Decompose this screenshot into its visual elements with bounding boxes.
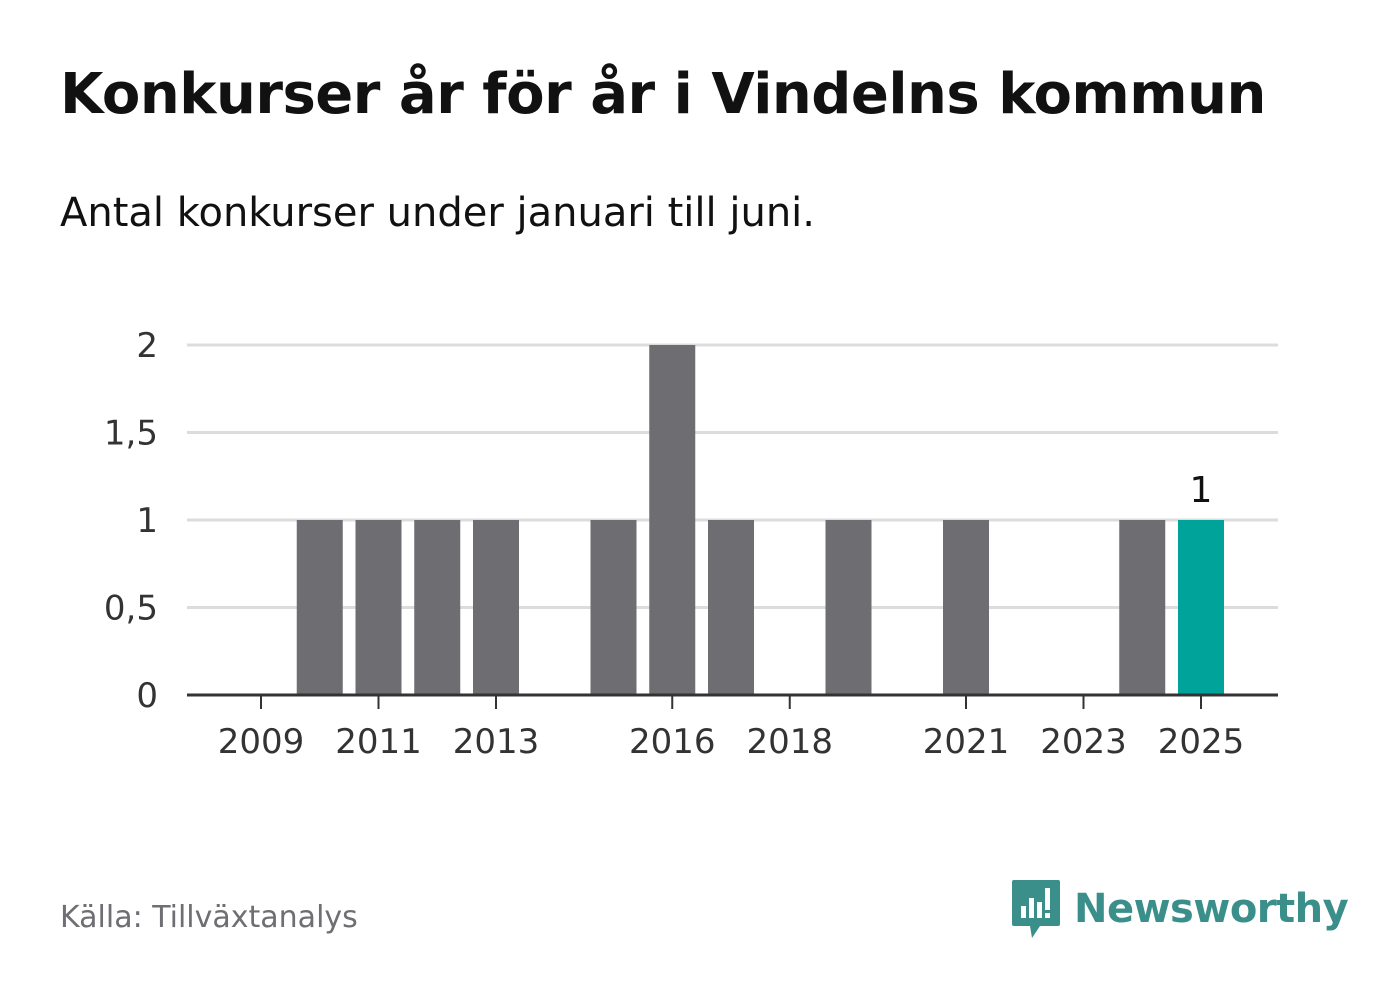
- x-tick-label: 2013: [453, 722, 540, 762]
- source-note: Källa: Tillväxtanalys: [60, 900, 358, 935]
- bar-2025: [1178, 520, 1224, 695]
- y-tick-label: 1,5: [104, 414, 158, 454]
- x-tick-label: 2009: [218, 722, 305, 762]
- brand-name: Newsworthy: [1074, 886, 1349, 932]
- bar-2016: [649, 345, 696, 695]
- chart-subtitle: Antal konkurser under januari till juni.: [60, 190, 815, 236]
- data-label: 1: [1190, 470, 1213, 511]
- x-tick-label: 2011: [335, 722, 422, 762]
- bar-2017: [708, 520, 754, 695]
- bar-2011: [355, 520, 402, 695]
- bar-2012: [414, 520, 461, 695]
- x-tick-label: 2023: [1040, 722, 1127, 762]
- bar-2010: [296, 520, 343, 695]
- bar-2021: [943, 520, 989, 695]
- x-tick-label: 2025: [1158, 722, 1245, 762]
- bar-2019: [825, 520, 872, 695]
- y-tick-label: 0,5: [104, 589, 158, 629]
- chart-title: Konkurser år för år i Vindelns kommun: [60, 62, 1266, 127]
- brand-logo: Newsworthy: [1010, 878, 1349, 940]
- bar-chart-speech-bubble-icon: [1012, 880, 1060, 938]
- y-tick-label: 1: [136, 501, 158, 541]
- y-tick-label: 0: [136, 676, 158, 716]
- bar-2013: [473, 520, 519, 695]
- bar-chart: 0 0,5 1 1,5 2 2009 2011 2013 2016 2018 2021 2023 202…: [104, 326, 1278, 762]
- bar-2024: [1119, 520, 1166, 695]
- x-tick-label: 2016: [629, 722, 716, 762]
- y-tick-label: 2: [136, 326, 158, 366]
- x-tick-label: 2021: [923, 722, 1010, 762]
- bar-2015: [590, 520, 637, 695]
- x-tick-label: 2018: [746, 722, 833, 762]
